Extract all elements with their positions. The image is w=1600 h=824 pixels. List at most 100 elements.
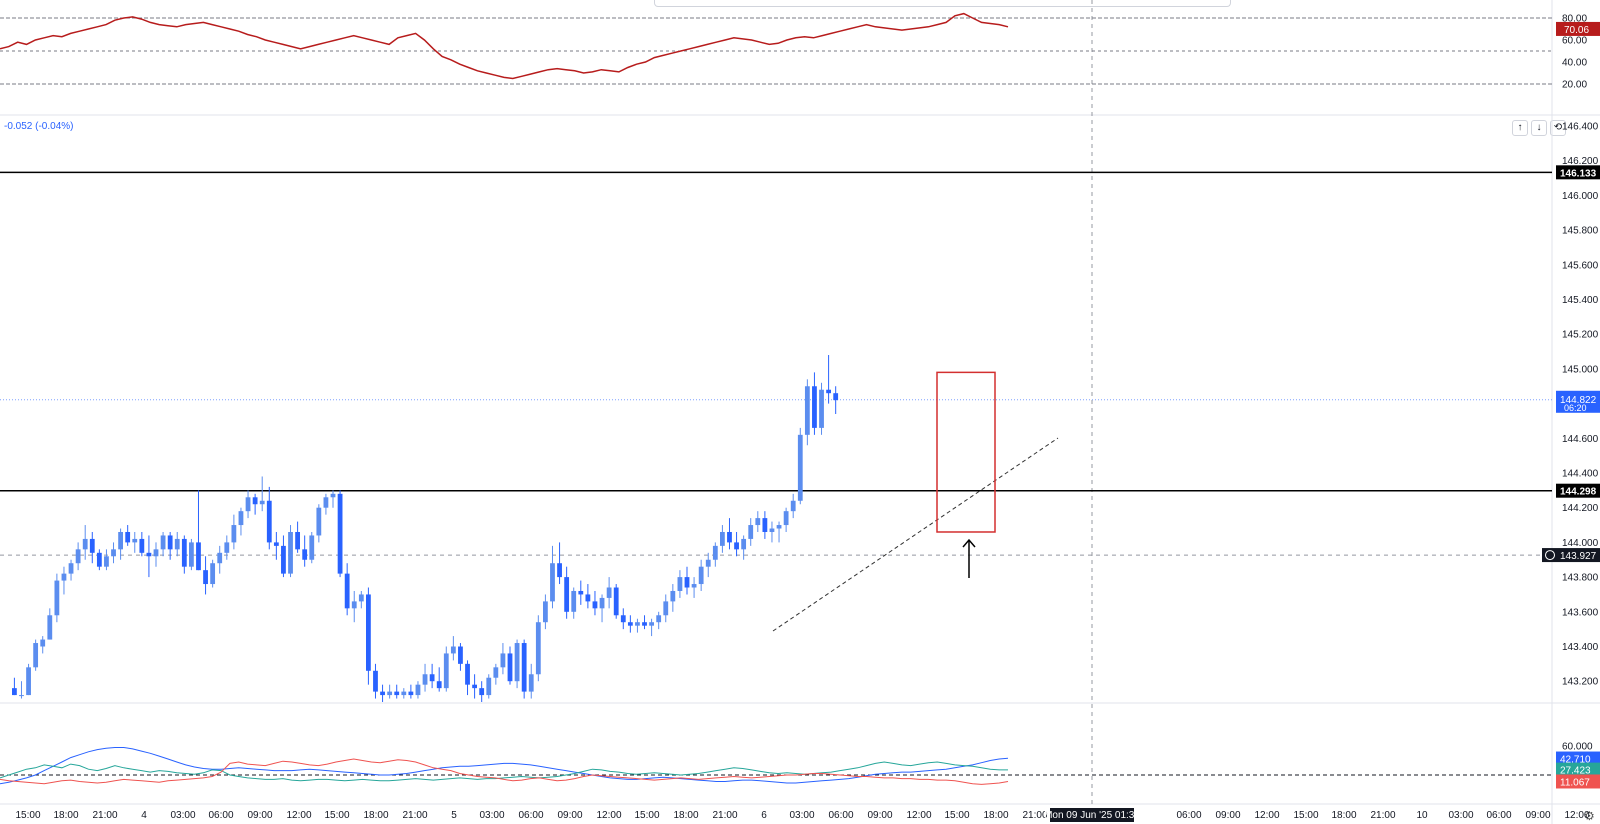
candle-body <box>436 681 442 689</box>
candle-body <box>238 511 244 526</box>
candle-body <box>429 674 435 682</box>
candle-body <box>797 434 803 501</box>
di_minus-line <box>0 758 1009 785</box>
candle-body <box>323 497 329 508</box>
candles-group <box>12 355 839 702</box>
time-tick-label: 15:00 <box>15 810 40 821</box>
candle-body <box>493 667 499 678</box>
plus-circle-icon <box>1545 550 1555 561</box>
candle-body <box>358 594 364 602</box>
candle-body <box>125 531 131 543</box>
time-tick-label: 12:00 <box>1254 810 1279 821</box>
candle-body <box>401 691 407 696</box>
last-price-badge <box>1556 390 1600 413</box>
time-tick-label: 18:00 <box>363 810 388 821</box>
candle-body <box>720 531 725 546</box>
candle-body <box>748 525 754 539</box>
scroll-down-button[interactable]: ↓ <box>1531 120 1547 136</box>
time-tick-label: 21:00 <box>402 810 427 821</box>
price-tick-label: 143.400 <box>1562 642 1599 653</box>
price-tick-label: 145.400 <box>1562 295 1599 306</box>
candle-body <box>741 538 747 550</box>
price-tick-label: 143.600 <box>1562 607 1599 618</box>
candle-body <box>472 684 477 689</box>
candle-body <box>613 587 619 616</box>
candle-body <box>635 622 640 626</box>
time-tick-label: 03:00 <box>170 810 195 821</box>
candle-body <box>104 556 109 567</box>
candle-body <box>68 563 74 574</box>
candle-body <box>337 493 343 574</box>
scroll-up-button[interactable]: ↑ <box>1512 120 1528 136</box>
time-tick-label: 21:00 <box>92 810 117 821</box>
candle-body <box>528 674 534 692</box>
time-tick-label: 12:00 <box>906 810 931 821</box>
candle-body <box>663 601 669 616</box>
time-tick-label: 12:00 <box>286 810 311 821</box>
time-tick-label: 06:00 <box>1486 810 1511 821</box>
candle-body <box>415 684 421 696</box>
candle-body <box>535 622 541 675</box>
candle-body <box>139 538 145 553</box>
adx-group <box>0 747 1009 785</box>
candle-body <box>160 535 166 550</box>
price-tick-label: 143.200 <box>1562 677 1599 688</box>
candle-body <box>705 559 711 567</box>
candle-body <box>479 688 485 696</box>
candle-body <box>578 590 584 595</box>
time-tick-label: 6 <box>761 810 767 821</box>
candle-body <box>196 542 201 571</box>
annotation-arrow-head <box>962 538 976 548</box>
candle-body <box>132 538 138 543</box>
candle-body <box>543 601 548 623</box>
adx-value-label: 42.710 <box>1560 755 1591 766</box>
reset-chart-button[interactable]: ⟲ <box>1550 120 1566 136</box>
candle-body <box>118 531 123 550</box>
candle-body <box>281 545 286 574</box>
candle-body <box>642 622 647 626</box>
candle-body <box>54 580 60 616</box>
drawing-toolbar[interactable] <box>654 0 1231 7</box>
time-tick-label: 21:00 <box>1022 810 1047 821</box>
time-tick-label: 06:00 <box>208 810 233 821</box>
time-tick-label: 4 <box>141 810 147 821</box>
candle-body <box>295 531 300 550</box>
candle-body <box>804 386 810 435</box>
candle-body <box>507 653 513 682</box>
candle-body <box>486 677 492 696</box>
candle-body <box>606 587 612 598</box>
candle-body <box>833 393 839 401</box>
trend-line <box>772 437 1059 632</box>
candle-body <box>599 597 605 609</box>
gear-icon[interactable]: ⚙ <box>1584 809 1595 823</box>
crosshair-price-badge <box>1542 548 1600 563</box>
countdown-label: 06:20 <box>1564 403 1587 413</box>
candle-body <box>12 688 17 696</box>
candle-body <box>47 615 53 640</box>
candle-body <box>394 691 400 696</box>
crosshair-time-badge <box>1050 808 1134 822</box>
time-tick-label: 15:00 <box>634 810 659 821</box>
price-tick-label: 144.200 <box>1562 503 1599 514</box>
crosshair-price-label: 143.927 <box>1560 551 1597 562</box>
candle-body <box>783 511 789 526</box>
di_plus-line <box>0 761 1008 782</box>
last-price-label: 144.822 <box>1560 395 1597 406</box>
candle-body <box>684 577 690 588</box>
time-tick-label: 03:00 <box>1448 810 1473 821</box>
candle-body <box>146 552 152 557</box>
time-tick-label: 15:00 <box>1293 810 1318 821</box>
candle-body <box>210 563 216 585</box>
price-tick-label: 146.400 <box>1562 122 1599 133</box>
price-tick-label: 143.800 <box>1562 573 1599 584</box>
candle-body <box>458 646 463 664</box>
rsi-value-label: 70.06 <box>1564 25 1589 36</box>
price-tick-label: 144.400 <box>1562 469 1599 480</box>
crosshair-time-label: Mon 09 Jun '25 01:30 <box>1044 810 1140 821</box>
level-price-badge <box>1556 483 1600 498</box>
price-tick-label: 144.000 <box>1562 538 1599 549</box>
candle-body <box>189 542 194 567</box>
price-tick-label: 146.000 <box>1562 191 1599 202</box>
candle-body <box>61 573 67 581</box>
